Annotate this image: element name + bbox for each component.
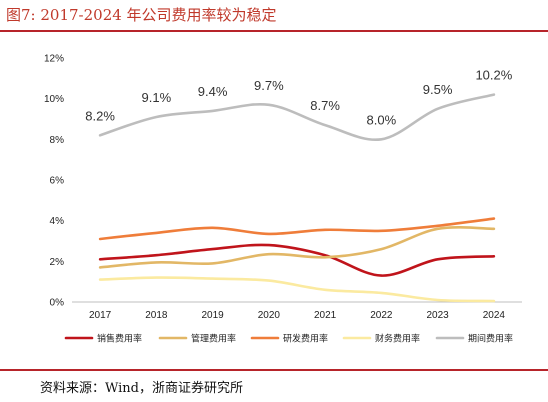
y-tick-label: 0% [50, 298, 65, 309]
x-tick-label: 2017 [89, 310, 112, 321]
data-label: 8.0% [367, 112, 397, 127]
y-tick-label: 2% [50, 257, 65, 268]
data-label: 9.1% [142, 90, 172, 105]
x-tick-label: 2020 [258, 310, 281, 321]
title-divider [0, 30, 548, 32]
legend-label: 财务费用率 [375, 333, 420, 345]
series-line [98, 93, 496, 142]
y-tick-label: 10% [44, 94, 64, 105]
data-labels: 8.2% 9.1% 9.4% 9.7% 8.7% 8.0% 9.5% 10.2% [85, 68, 512, 128]
expense-ratio-chart: 0% 2% 4% 6% 8% 10% 12% 2017 2018 2019 2020 2021 2022… [44, 54, 522, 345]
figure-title: 图7: 2017-2024 年公司费用率较为稳定 [6, 6, 277, 24]
axes: 0% 2% 4% 6% 8% 10% 12% 2017 2018 2019 2020 2021 2022… [44, 54, 522, 321]
legend: 销售费用率 管理费用率 研发费用率 财务费用率 期间费用率 [64, 333, 513, 345]
data-label: 9.4% [198, 84, 228, 99]
data-label: 8.2% [85, 108, 115, 123]
y-tick-label: 4% [50, 216, 65, 227]
legend-label: 研发费用率 [283, 333, 328, 345]
legend-label: 管理费用率 [191, 333, 236, 345]
data-label: 10.2% [475, 68, 512, 83]
series-line [98, 226, 496, 269]
series-lines [98, 93, 496, 303]
legend-label: 期间费用率 [468, 333, 513, 345]
x-tick-label: 2021 [314, 310, 337, 321]
data-label: 9.7% [254, 78, 284, 93]
source-note: 资料来源：Wind，浙商证券研究所 [40, 381, 243, 396]
legend-label: 销售费用率 [97, 333, 142, 345]
series-line [98, 276, 496, 303]
x-tick-label: 2022 [370, 310, 393, 321]
x-tick-label: 2024 [483, 310, 506, 321]
x-tick-label: 2019 [202, 310, 225, 321]
y-tick-label: 12% [44, 54, 64, 65]
data-label: 9.5% [423, 82, 453, 97]
x-tick-label: 2018 [145, 310, 168, 321]
series-line [98, 217, 496, 241]
y-tick-label: 6% [50, 176, 65, 187]
x-tick-label: 2023 [427, 310, 450, 321]
series-line [98, 243, 496, 277]
y-tick-label: 8% [50, 135, 65, 146]
source-divider [0, 369, 548, 371]
data-label: 8.7% [310, 98, 340, 113]
